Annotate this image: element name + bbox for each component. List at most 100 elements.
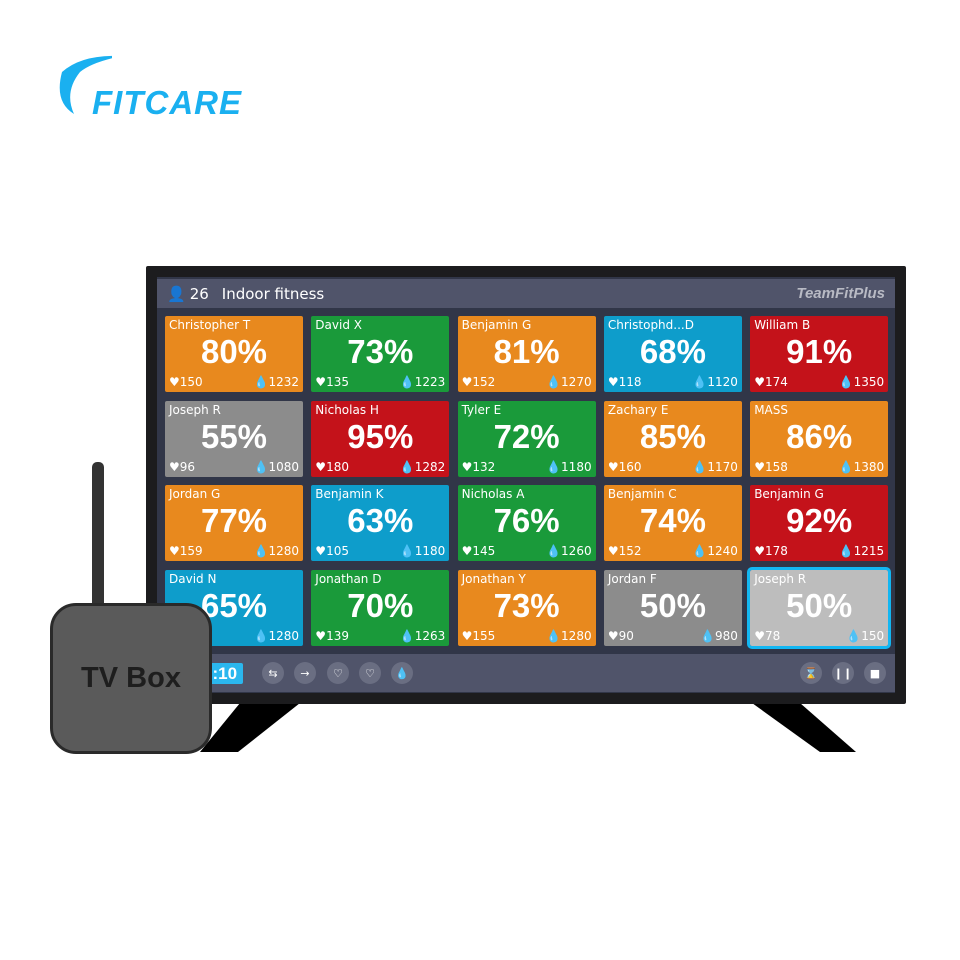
heart-icon: ♥: [315, 375, 327, 389]
heart-rate: ♥105: [315, 544, 349, 558]
participant-tile[interactable]: Benjamin G 81% ♥152 💧1270: [457, 316, 596, 392]
calories-value: 1120: [707, 375, 738, 389]
participant-tile[interactable]: Jonathan D 70% ♥139 💧1263: [311, 570, 450, 647]
effort-percent: 86%: [786, 417, 853, 455]
flame-icon: 💧: [399, 544, 415, 559]
stand-leg-right: [752, 703, 856, 752]
effort-percent: 50%: [639, 587, 706, 625]
participant-tile[interactable]: Tyler E 72% ♥132 💧1180: [457, 400, 596, 477]
calories-value: 1080: [268, 459, 299, 474]
stop-icon[interactable]: ■: [864, 662, 886, 684]
exit-icon[interactable]: →: [294, 662, 316, 684]
participant-tile[interactable]: Benjamin C 74% ♥152 💧1240: [603, 485, 742, 562]
heart-icon: ♥: [461, 544, 473, 559]
calories: 💧1232: [254, 375, 300, 389]
calories: 💧1223: [400, 375, 446, 389]
heart-rate: ♥155: [462, 629, 496, 643]
effort-percent: 91%: [786, 333, 853, 370]
participant-tile[interactable]: Benjamin G 92% ♥178 💧1215: [750, 485, 889, 562]
calories-value: 1170: [707, 459, 738, 474]
flame-icon: 💧: [399, 375, 415, 389]
heart-rate: ♥180: [315, 460, 349, 474]
effort-percent: 85%: [639, 417, 706, 455]
participant-tile[interactable]: Nicholas H 95% ♥180 💧1282: [311, 400, 450, 477]
participant-tile[interactable]: Jordan G 77% ♥159 💧1280: [165, 485, 303, 562]
heart-rate-value: 150: [179, 375, 203, 389]
participant-tile[interactable]: William B 91% ♥174 💧1350: [750, 316, 889, 392]
hourglass-icon[interactable]: ⌛: [800, 662, 822, 684]
participant-name: David N: [169, 572, 217, 587]
heart-rate: ♥178: [754, 544, 788, 558]
effort-percent: 92%: [786, 502, 853, 540]
calories: 💧1380: [839, 460, 885, 474]
heart-icon: ♥: [315, 459, 327, 474]
effort-percent: 50%: [786, 587, 853, 625]
flame-icon: 💧: [253, 544, 269, 559]
participant-tile[interactable]: Jordan F 50% ♥90 💧980: [603, 570, 742, 647]
heart-rate-value: 159: [179, 544, 203, 559]
heart-icon: ♥: [754, 629, 765, 644]
participant-name: Benjamin G: [461, 318, 532, 332]
calories-value: 1180: [414, 544, 446, 559]
fitcare-logo: FITCARE: [52, 52, 272, 132]
participant-tile[interactable]: Christopher T 80% ♥150 💧1232: [165, 316, 303, 392]
flame-icon: 💧: [838, 375, 854, 389]
participant-tile[interactable]: David X 73% ♥135 💧1223: [311, 316, 450, 392]
calories-value: 1223: [414, 375, 446, 389]
participant-tile[interactable]: Joseph R 55% ♥96 💧1080: [165, 400, 303, 477]
effort-percent: 55%: [200, 417, 268, 455]
participant-tile[interactable]: Joseph R 50% ♥78 💧150: [747, 567, 892, 650]
heart-icon: ♥: [315, 629, 327, 644]
heart-rate-icon[interactable]: ♡: [327, 662, 349, 684]
heart-rate-value: 105: [326, 544, 349, 559]
participant-name: Tyler E: [461, 402, 502, 417]
participant-tile[interactable]: MASS 86% ♥158 💧1380: [750, 400, 889, 477]
swap-icon[interactable]: ⇆: [262, 662, 284, 684]
participant-tile[interactable]: Zachary E 85% ♥160 💧1170: [603, 400, 742, 477]
participant-tile[interactable]: Benjamin K 63% ♥105 💧1180: [311, 485, 450, 562]
effort-percent: 76%: [493, 502, 560, 540]
participant-name: Benjamin G: [754, 487, 824, 502]
effort-percent: 70%: [347, 587, 414, 625]
heart-icon: ♥: [607, 629, 619, 644]
effort-percent: 63%: [347, 502, 414, 540]
heart-icon: ♥: [754, 459, 765, 474]
flame-icon: 💧: [846, 629, 862, 644]
user-icon: 👤: [167, 284, 186, 303]
calories-value: 1280: [561, 629, 592, 644]
effort-percent: 77%: [200, 502, 268, 540]
participant-tile[interactable]: Christophd...D 68% ♥118 💧1120: [603, 316, 742, 392]
calories-value: 1232: [268, 375, 299, 389]
heart-rate-value: 160: [618, 459, 642, 474]
calories-value: 1240: [707, 544, 738, 559]
tv-box: TV Box: [50, 603, 212, 754]
participant-name: Jordan F: [607, 572, 657, 587]
flame-icon: 💧: [546, 629, 562, 644]
heart-icon: ♥: [461, 375, 473, 389]
heart-rate: ♥132: [462, 460, 496, 474]
heart-rate-value: 139: [326, 629, 349, 644]
brand-logo: TeamFitPlus: [796, 285, 885, 302]
flame-icon[interactable]: 💧: [391, 662, 413, 684]
heart-icon: ♥: [169, 544, 180, 559]
pause-icon[interactable]: ❙❙: [832, 662, 854, 684]
flame-icon: 💧: [253, 375, 269, 389]
participant-tile[interactable]: Jonathan Y 73% ♥155 💧1280: [457, 570, 596, 647]
heart-rate-value: 155: [472, 629, 496, 644]
effort-percent: 65%: [200, 587, 268, 625]
effort-percent: 74%: [639, 502, 706, 540]
logo-text: FITCARE: [92, 84, 242, 121]
heart-icon: ♥: [754, 375, 765, 389]
participant-name: Joseph R: [169, 402, 221, 417]
calories: 💧1240: [692, 544, 738, 558]
heart-rate-value: 90: [618, 629, 634, 644]
heart-rate-value: 178: [764, 544, 788, 559]
heart-rate: ♥158: [754, 460, 788, 474]
flame-icon: 💧: [700, 629, 715, 644]
participant-tile[interactable]: Nicholas A 76% ♥145 💧1260: [457, 485, 596, 562]
heart-percent-icon[interactable]: ♡: [359, 662, 381, 684]
calories: 💧1180: [400, 544, 446, 558]
heart-icon: ♥: [607, 375, 619, 389]
flame-icon: 💧: [399, 459, 415, 474]
heart-rate-value: 145: [472, 544, 496, 559]
